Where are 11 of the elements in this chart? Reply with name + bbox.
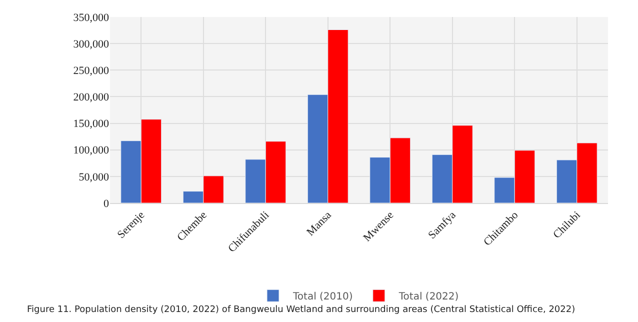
y-tick-label: 350,000 xyxy=(73,12,110,24)
y-tick-label: 200,000 xyxy=(73,92,110,104)
legend-label: Total (2010) xyxy=(292,292,353,303)
y-tick-label: 150,000 xyxy=(73,118,110,130)
caption: Figure 11. Population density (2010, 2022) of Bangweulu Wetland and surrounding areas (Central Statistical Office, 2022) xyxy=(27,305,576,315)
y-tick-label: 300,000 xyxy=(73,38,110,50)
y-tick-label: 100,000 xyxy=(73,144,110,157)
legend-label: Total (2022) xyxy=(398,292,459,303)
y-tick-label: 0 xyxy=(104,198,110,210)
y-tick-label: 250,000 xyxy=(73,64,110,77)
y-tick-label: 50,000 xyxy=(78,171,110,184)
